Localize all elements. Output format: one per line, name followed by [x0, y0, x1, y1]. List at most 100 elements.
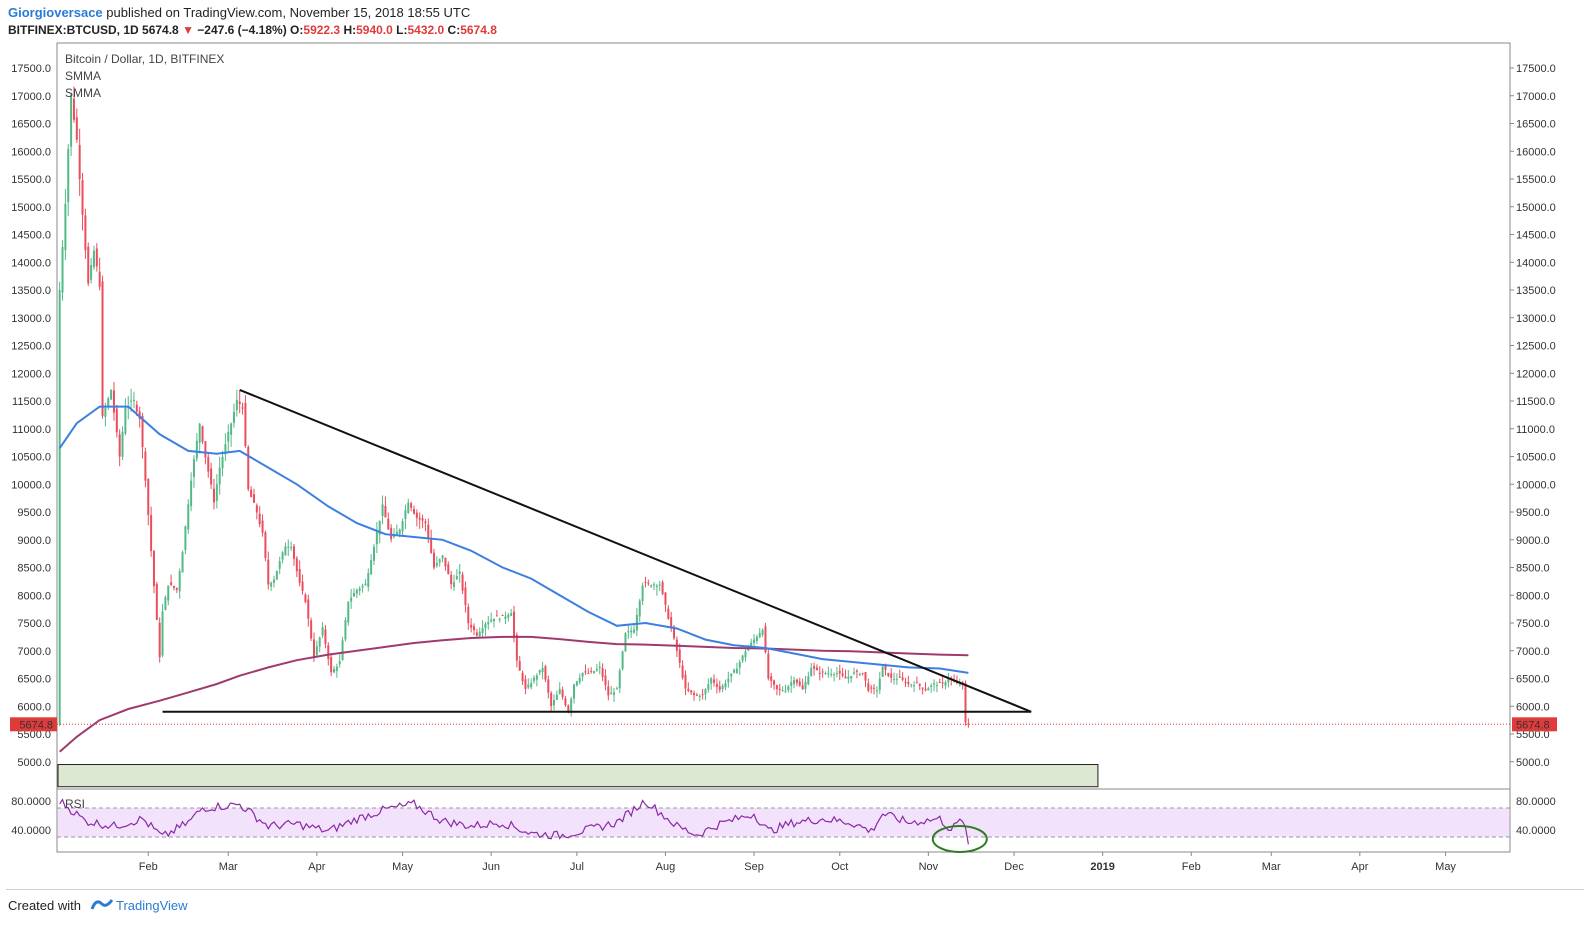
- candle: [358, 588, 361, 591]
- candle: [527, 684, 530, 688]
- candle: [433, 552, 436, 568]
- candle: [790, 682, 793, 686]
- symbol-label: BITFINEX:BTCUSD, 1D: [8, 23, 139, 37]
- candle: [341, 640, 344, 661]
- candle: [935, 685, 938, 687]
- candle: [461, 574, 464, 591]
- candle: [81, 180, 84, 215]
- candle: [490, 619, 493, 622]
- tradingview-link[interactable]: TradingView: [116, 898, 188, 913]
- price-tick-label-right: 7000.0: [1516, 646, 1550, 658]
- author-link[interactable]: Giorgioversace: [8, 5, 103, 20]
- candle: [864, 672, 867, 681]
- candle: [961, 682, 964, 684]
- open-value: 5922.3: [303, 23, 341, 37]
- candle: [178, 571, 181, 592]
- candle: [147, 479, 150, 516]
- candle: [898, 676, 901, 678]
- time-tick-label: May: [392, 861, 413, 873]
- candle: [958, 684, 961, 686]
- price-tick-label-right: 8500.0: [1516, 563, 1550, 575]
- candle: [344, 619, 347, 640]
- smma-legend-1: SMMA: [65, 69, 101, 83]
- rsi-tick-label-right: 80.0000: [1516, 796, 1556, 808]
- candle: [438, 559, 441, 563]
- chart-legend-title: Bitcoin / Dollar, 1D, BITFINEX: [65, 52, 224, 66]
- candle: [298, 568, 301, 583]
- candle: [198, 423, 201, 443]
- tradingview-logo-icon[interactable]: [90, 896, 114, 917]
- candle: [635, 614, 638, 631]
- candle: [804, 681, 807, 690]
- time-tick-label: 2019: [1090, 861, 1114, 873]
- candle: [315, 646, 318, 655]
- candle: [250, 489, 253, 498]
- candle: [918, 684, 921, 686]
- candle: [87, 246, 90, 284]
- candle: [415, 512, 418, 518]
- candle: [598, 666, 601, 668]
- candle: [915, 682, 918, 684]
- price-tick-label-right: 9000.0: [1516, 535, 1550, 547]
- candle: [575, 681, 578, 686]
- candle: [535, 675, 538, 680]
- price-tick-label-right: 6500.0: [1516, 674, 1550, 686]
- candle: [713, 679, 716, 683]
- candle: [501, 614, 504, 616]
- price-tick-label-right: 7500.0: [1516, 618, 1550, 630]
- time-tick-label: Aug: [656, 861, 676, 873]
- candle: [201, 426, 204, 442]
- resistance-trendline: [239, 388, 1032, 713]
- candle: [853, 672, 856, 674]
- candle: [161, 611, 164, 656]
- candle: [327, 645, 330, 660]
- candle: [155, 583, 158, 620]
- candle: [515, 634, 518, 661]
- down-arrow-icon: ▼: [182, 23, 194, 37]
- price-tick-label-right: 15500.0: [1516, 174, 1556, 186]
- candle: [210, 468, 213, 485]
- candle: [224, 444, 227, 455]
- candle: [255, 505, 258, 513]
- candle: [181, 552, 184, 573]
- price-tick-label-right: 9500.0: [1516, 507, 1550, 519]
- candle: [895, 679, 898, 681]
- created-with-text: Created with: [8, 898, 81, 913]
- candle: [690, 690, 693, 693]
- time-tick-label: Apr: [308, 861, 325, 873]
- candle: [324, 629, 327, 644]
- candle: [838, 670, 841, 674]
- candle: [292, 546, 295, 559]
- candle: [495, 615, 498, 617]
- candle: [638, 600, 641, 617]
- last-price-tag-right: [1512, 717, 1557, 732]
- candle: [664, 592, 667, 605]
- candle: [824, 673, 827, 675]
- candle: [878, 678, 881, 690]
- candle: [721, 685, 724, 690]
- price-tick-label-right: 14000.0: [1516, 257, 1556, 269]
- price-tick-label-left: 14000.0: [11, 257, 51, 269]
- candle: [687, 688, 690, 691]
- candle: [464, 587, 467, 606]
- price-tick-label-left: 11000.0: [12, 424, 51, 436]
- candle: [693, 692, 696, 695]
- candle: [593, 671, 596, 674]
- candle: [410, 503, 413, 508]
- candle: [75, 117, 78, 140]
- candle: [513, 611, 516, 637]
- rsi-band: [58, 808, 1509, 837]
- candle: [510, 613, 513, 616]
- candle: [370, 560, 373, 575]
- candle: [450, 574, 453, 585]
- candle: [644, 581, 647, 583]
- rsi-tick-label-left: 40.0000: [11, 825, 51, 837]
- candle: [244, 402, 247, 447]
- candle: [398, 529, 401, 534]
- candle: [927, 688, 930, 691]
- candle: [258, 513, 261, 525]
- price-chart[interactable]: 17500.0 17500.0 17000.0 17000.0 16500.0 16500…: [0, 0, 1590, 889]
- candle: [70, 94, 73, 147]
- candle: [538, 669, 541, 673]
- candle: [430, 538, 433, 553]
